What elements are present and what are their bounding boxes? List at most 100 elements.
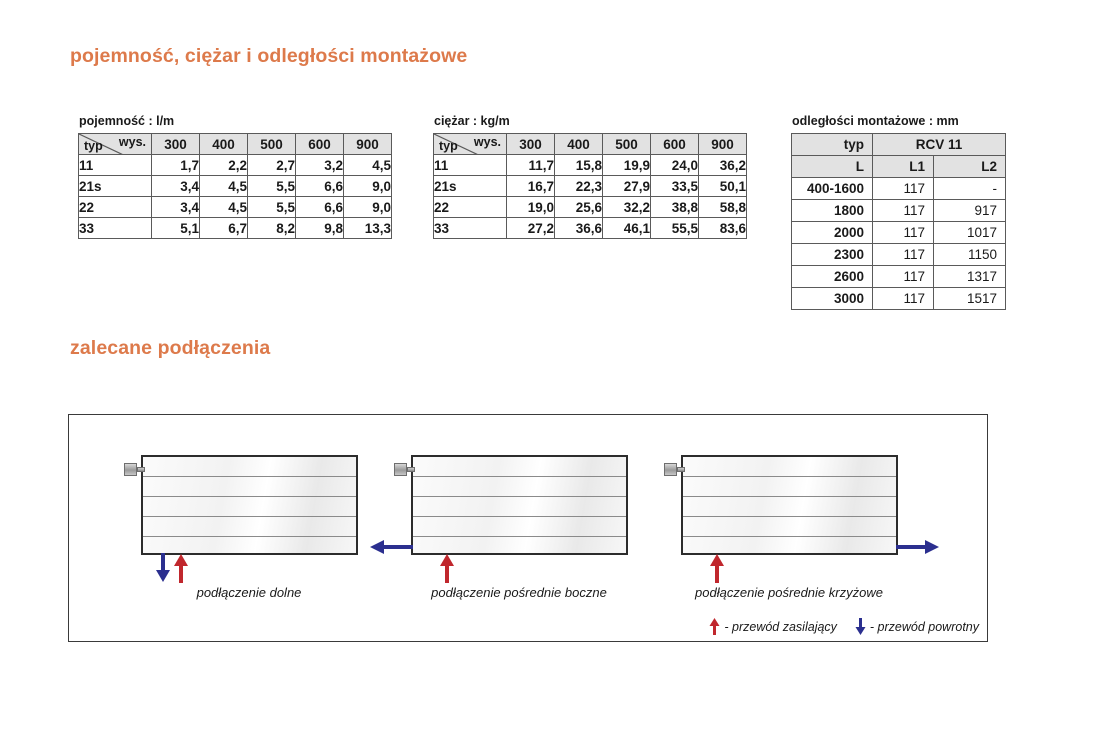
table-cell: 36,6 bbox=[554, 217, 603, 239]
table-cell: 117 bbox=[872, 243, 934, 266]
table-cell: 1517 bbox=[933, 287, 1006, 310]
table-cell: 27,2 bbox=[506, 217, 555, 239]
table-row: 2000 117 1017 bbox=[791, 221, 1006, 244]
table-cell: 6,7 bbox=[199, 217, 248, 239]
table-cell: 117 bbox=[872, 199, 934, 222]
table-cell: 27,9 bbox=[602, 175, 651, 197]
table-cell: 1150 bbox=[933, 243, 1006, 266]
table-row: 400-1600 117 - bbox=[791, 177, 1006, 200]
table-cell: 24,0 bbox=[650, 154, 699, 176]
column-header: 900 bbox=[343, 133, 392, 155]
table-cell: 50,1 bbox=[698, 175, 747, 197]
return-arrow-left-icon bbox=[369, 539, 413, 555]
table-cell: 2,7 bbox=[247, 154, 296, 176]
diagram-caption: podłączenie pośrednie boczne bbox=[431, 585, 607, 600]
legend-return: - przewód powrotny bbox=[855, 618, 979, 635]
table-cell: 4,5 bbox=[199, 175, 248, 197]
table-row: 2600 117 1317 bbox=[791, 265, 1006, 288]
row-label: 1800 bbox=[791, 199, 873, 222]
table-cell: 917 bbox=[933, 199, 1006, 222]
table-cell: 1017 bbox=[933, 221, 1006, 244]
supply-arrow-up-icon bbox=[709, 618, 720, 635]
diagonal-divider-icon bbox=[79, 134, 122, 154]
diagram-legend: - przewód zasilający - przewód powrotny bbox=[709, 618, 979, 635]
row-label: 33 bbox=[78, 217, 152, 239]
legend-supply: - przewód zasilający bbox=[709, 618, 837, 635]
table-cell: 117 bbox=[872, 265, 934, 288]
page-title-capacity: pojemność, ciężar i odległości montażowe bbox=[70, 45, 468, 67]
table-row: 11 1,7 2,2 2,7 3,2 4,5 bbox=[78, 154, 392, 176]
table-cell: 13,3 bbox=[343, 217, 392, 239]
corner-label-type: typ bbox=[84, 139, 103, 153]
table-row: 11 11,7 15,8 19,9 24,0 36,2 bbox=[433, 154, 747, 176]
table-cell: 19,0 bbox=[506, 196, 555, 218]
mounting-table-caption: odległości montażowe : mm bbox=[792, 114, 959, 128]
row-label: 33 bbox=[433, 217, 507, 239]
mounting-table: typ RCV 11 L L1 L2 400-1600 117 - 1800 1… bbox=[791, 133, 1006, 310]
valve-connector-icon bbox=[124, 463, 145, 476]
return-arrow-down-icon bbox=[155, 553, 171, 583]
return-arrow-right-icon bbox=[896, 539, 940, 555]
table-row: 33 5,1 6,7 8,2 9,8 13,3 bbox=[78, 217, 392, 239]
supply-arrow-up-icon bbox=[709, 553, 725, 583]
table-cell: 83,6 bbox=[698, 217, 747, 239]
capacity-table-caption: pojemność : l/m bbox=[79, 114, 175, 128]
table-cell: 25,6 bbox=[554, 196, 603, 218]
diagonal-divider-icon bbox=[434, 134, 477, 154]
row-label: 21s bbox=[433, 175, 507, 197]
table-cell: 1,7 bbox=[151, 154, 200, 176]
table-cell: 9,0 bbox=[343, 175, 392, 197]
table-cell: 33,5 bbox=[650, 175, 699, 197]
table-cell: 58,8 bbox=[698, 196, 747, 218]
table-cell: 5,1 bbox=[151, 217, 200, 239]
table-cell: 5,5 bbox=[247, 196, 296, 218]
valve-connector-icon bbox=[394, 463, 415, 476]
radiator-illustration bbox=[124, 455, 358, 555]
column-header: 500 bbox=[247, 133, 296, 155]
table-cell: 38,8 bbox=[650, 196, 699, 218]
weight-table-caption: ciężar : kg/m bbox=[434, 114, 510, 128]
row-label: 11 bbox=[433, 154, 507, 176]
column-header: 900 bbox=[698, 133, 747, 155]
column-header: 300 bbox=[151, 133, 200, 155]
diagram-caption: podłączenie pośrednie krzyżowe bbox=[695, 585, 883, 600]
table-header-row: wys. typ 300 400 500 600 900 bbox=[78, 133, 392, 155]
table-row: 2300 117 1150 bbox=[791, 243, 1006, 266]
table-cell: 117 bbox=[872, 287, 934, 310]
header-l: L bbox=[791, 155, 873, 178]
table-row: 22 19,0 25,6 32,2 38,8 58,8 bbox=[433, 196, 747, 218]
table-row: 33 27,2 36,6 46,1 55,5 83,6 bbox=[433, 217, 747, 239]
table-header-row: L L1 L2 bbox=[791, 155, 1006, 178]
table-cell: 16,7 bbox=[506, 175, 555, 197]
table-cell: 3,4 bbox=[151, 196, 200, 218]
return-arrow-down-icon bbox=[855, 618, 866, 635]
column-header: 300 bbox=[506, 133, 555, 155]
table-cell: 3,2 bbox=[295, 154, 344, 176]
table-row: 21s 3,4 4,5 5,5 6,6 9,0 bbox=[78, 175, 392, 197]
header-model: RCV 11 bbox=[872, 133, 1006, 156]
corner-label-height: wys. bbox=[118, 135, 146, 149]
legend-supply-label: - przewód zasilający bbox=[724, 619, 837, 634]
corner-header-cell: wys. typ bbox=[78, 133, 152, 155]
radiator-illustration bbox=[664, 455, 898, 555]
table-row: 3000 117 1517 bbox=[791, 287, 1006, 310]
table-cell: 36,2 bbox=[698, 154, 747, 176]
table-cell: 2,2 bbox=[199, 154, 248, 176]
table-header-row: wys. typ 300 400 500 600 900 bbox=[433, 133, 747, 155]
table-cell: 11,7 bbox=[506, 154, 555, 176]
row-label: 400-1600 bbox=[791, 177, 873, 200]
supply-arrow-up-icon bbox=[173, 553, 189, 583]
table-cell: 1317 bbox=[933, 265, 1006, 288]
column-header: 500 bbox=[602, 133, 651, 155]
corner-label-height: wys. bbox=[473, 135, 501, 149]
diagram-side-connection: podłączenie pośrednie boczne bbox=[370, 455, 628, 600]
connection-diagram-panel: podłączenie dolne podłączenie pośrednie … bbox=[68, 414, 988, 642]
radiator-illustration bbox=[394, 455, 628, 555]
legend-return-label: - przewód powrotny bbox=[869, 619, 979, 634]
table-cell: 15,8 bbox=[554, 154, 603, 176]
column-header: 600 bbox=[650, 133, 699, 155]
supply-arrow-up-icon bbox=[439, 553, 455, 583]
table-row: 22 3,4 4,5 5,5 6,6 9,0 bbox=[78, 196, 392, 218]
table-cell: 6,6 bbox=[295, 175, 344, 197]
table-cell: 19,9 bbox=[602, 154, 651, 176]
